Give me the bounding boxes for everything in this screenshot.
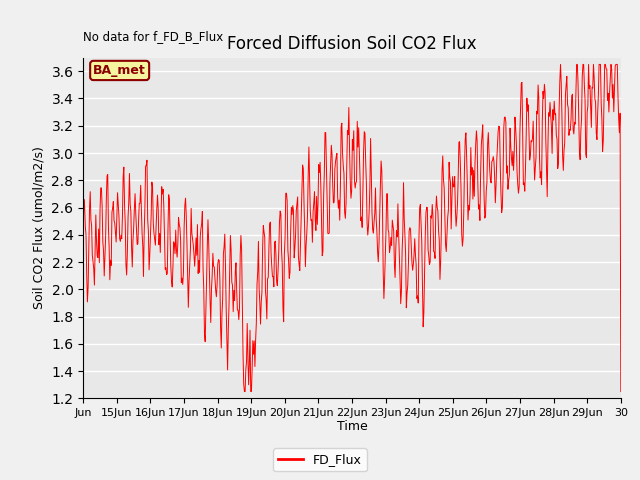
FD_Flux [617,389,625,395]
Text: BA_met: BA_met [93,64,146,77]
FD_Flux [242,367,250,373]
FD_Flux [143,162,150,168]
FD_Flux [79,228,87,234]
Legend: FD_Flux: FD_Flux [273,448,367,471]
Y-axis label: Soil CO2 Flux (umol/m2/s): Soil CO2 Flux (umol/m2/s) [33,146,46,310]
Title: Forced Diffusion Soil CO2 Flux: Forced Diffusion Soil CO2 Flux [227,35,477,53]
FD_Flux [241,389,248,395]
FD_Flux [557,61,564,67]
FD_Flux [269,274,276,279]
Text: No data for f_FD_B_Flux: No data for f_FD_B_Flux [83,30,223,43]
Line: FD_Flux: FD_Flux [83,64,621,392]
FD_Flux [408,259,416,265]
FD_Flux [289,203,296,208]
X-axis label: Time: Time [337,420,367,432]
FD_Flux [438,168,446,174]
